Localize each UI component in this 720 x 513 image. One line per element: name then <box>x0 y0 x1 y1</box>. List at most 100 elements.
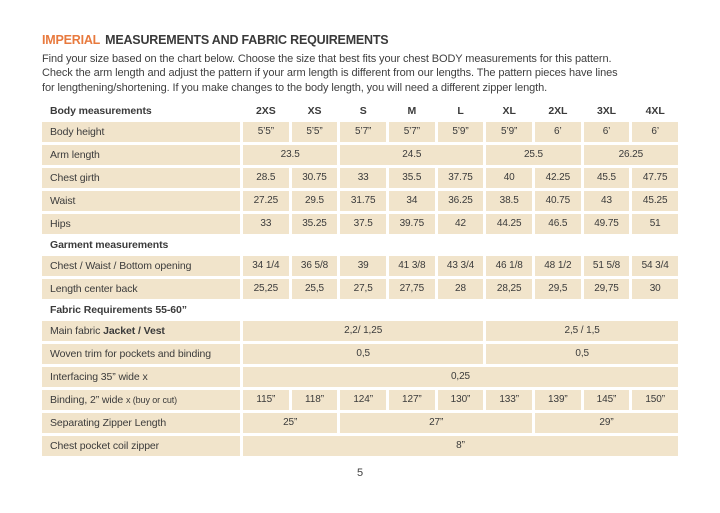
value-cell: 28 <box>437 279 484 300</box>
value-cell: 33 <box>340 168 386 189</box>
label-text: Woven trim for pockets and binding <box>50 348 211 361</box>
row-label: Body height <box>42 122 240 143</box>
value-cell: 46 1/8 <box>486 256 532 277</box>
value-cell: 6’ <box>583 122 630 143</box>
value-cell: 33 <box>243 214 289 235</box>
table-row: Woven trim for pockets and binding 0,5 0,5 <box>42 344 678 365</box>
value-cell: 115” <box>243 390 289 411</box>
size-column-header: XL <box>502 105 516 118</box>
title-unit-system: IMPERIAL <box>42 33 101 47</box>
label-text: Separating Zipper Length <box>50 417 167 430</box>
value-cell: 49.75 <box>583 214 630 235</box>
label-text: Chest girth <box>50 172 100 185</box>
value-cell: 41 3/8 <box>389 256 435 277</box>
label-text: Interfacing 35” wide x <box>50 371 148 384</box>
value-cell: 31.75 <box>340 191 386 212</box>
table-row: Separating Zipper Length 25” 27” 29” <box>42 413 678 434</box>
value-cell: 6’ <box>535 122 581 143</box>
column-header-label: Body measurements <box>50 105 152 118</box>
value-cell: 43 3/4 <box>437 256 484 277</box>
intro-paragraph: Find your size based on the chart below.… <box>42 52 678 95</box>
value-cell: 29,75 <box>583 279 630 300</box>
value-cell: 145” <box>583 390 630 411</box>
section-header-label: Fabric Requirements 55-60” <box>42 302 678 318</box>
label-text: Garment measurements <box>50 239 169 252</box>
label-text: Body height <box>50 126 105 139</box>
label-text: x (buy or cut) <box>125 395 178 406</box>
table-row: Waist 27.25 29.5 31.75 34 36.25 38.5 40.75 43 45.… <box>42 191 678 212</box>
size-column-header: 2XS <box>256 105 276 118</box>
value-cell: 0,5 <box>243 344 484 365</box>
label-text: Waist <box>50 195 76 208</box>
table-row: Hips 33 35.25 37.5 39.75 42 44.25 46.5 49.75 51 <box>42 214 678 235</box>
size-column-header: 4XL <box>645 105 665 118</box>
value-cell: 25,25 <box>243 279 289 300</box>
table-row: Interfacing 35” wide x 0,25 <box>42 367 678 388</box>
row-label: Interfacing 35” wide x <box>42 367 240 388</box>
value-cell: 40.75 <box>535 191 581 212</box>
value-cell: 5’9” <box>437 122 484 143</box>
label-text: Binding, 2” wide <box>50 394 126 407</box>
section-header-row: Garment measurements <box>42 237 678 253</box>
section-header-row: Fabric Requirements 55-60” <box>42 302 678 318</box>
title-text: MEASUREMENTS AND FABRIC REQUIREMENTS <box>105 33 389 47</box>
value-cell: 27,5 <box>340 279 386 300</box>
value-cell: 139” <box>535 390 581 411</box>
value-cell: 2,5 / 1,5 <box>486 321 678 342</box>
value-cell: 37.75 <box>437 168 484 189</box>
value-cell: 54 3/4 <box>632 256 678 277</box>
value-cell: 44.25 <box>486 214 532 235</box>
value-cell: 8” <box>243 436 678 457</box>
value-cell: 42 <box>437 214 484 235</box>
value-cell: 40 <box>486 168 532 189</box>
value-cell: 5’7” <box>340 122 386 143</box>
value-cell: 133” <box>486 390 532 411</box>
value-cell: 34 1/4 <box>243 256 289 277</box>
value-cell: 25,5 <box>291 279 338 300</box>
value-cell: 0,5 <box>486 344 678 365</box>
size-table: Body measurements 2XS XS S M L XL 2XL 3XL 4XL Body… <box>42 103 678 457</box>
label-text: Jacket / Vest <box>103 325 165 338</box>
size-column-header: M <box>407 105 417 118</box>
value-cell: 27” <box>340 413 532 434</box>
label-text: Hips <box>50 218 71 231</box>
section-header-label: Garment measurements <box>42 237 678 253</box>
value-cell: 39.75 <box>389 214 435 235</box>
value-cell: 51 <box>632 214 678 235</box>
value-cell: 45.25 <box>632 191 678 212</box>
value-cell: 24.5 <box>340 145 484 166</box>
document-page: IMPERIAL MEASUREMENTS AND FABRIC REQUIREM… <box>42 33 678 480</box>
value-cell: 5’9” <box>486 122 532 143</box>
row-label: Arm length <box>42 145 240 166</box>
row-label: Chest girth <box>42 168 240 189</box>
value-cell: 43 <box>583 191 630 212</box>
row-label: Woven trim for pockets and binding <box>42 344 240 365</box>
table-row: Chest girth 28.5 30.75 33 35.5 37.75 40 42.25 45… <box>42 168 678 189</box>
label-text: Chest / Waist / Bottom opening <box>50 260 192 273</box>
row-label: Waist <box>42 191 240 212</box>
value-cell: 47.75 <box>632 168 678 189</box>
table-row: Length center back 25,25 25,5 27,5 27,75 28 28… <box>42 279 678 300</box>
value-cell: 30 <box>632 279 678 300</box>
row-label: Hips <box>42 214 240 235</box>
intro-line: for lengthening/shortening. If you make … <box>42 81 548 94</box>
value-cell: 45.5 <box>583 168 630 189</box>
value-cell: 130” <box>437 390 484 411</box>
row-label: Binding, 2” wide x (buy or cut) <box>42 390 240 411</box>
intro-line: Find your size based on the chart below.… <box>42 53 612 65</box>
value-cell: 36.25 <box>437 191 484 212</box>
value-cell: 26.25 <box>583 145 678 166</box>
value-cell: 29,5 <box>535 279 581 300</box>
value-cell: 29” <box>535 413 678 434</box>
value-cell: 27,75 <box>389 279 435 300</box>
value-cell: 6’ <box>632 122 678 143</box>
page-number: 5 <box>356 467 364 480</box>
row-label: Length center back <box>42 279 240 300</box>
value-cell: 0,25 <box>243 367 678 388</box>
value-cell: 5’7” <box>389 122 435 143</box>
page-title: IMPERIAL MEASUREMENTS AND FABRIC REQUIREM… <box>42 33 678 47</box>
value-cell: 124” <box>340 390 386 411</box>
column-header-row: Body measurements 2XS XS S M L XL 2XL 3XL 4XL <box>42 103 678 120</box>
size-column-header: 3XL <box>597 105 616 118</box>
value-cell: 35.5 <box>389 168 435 189</box>
